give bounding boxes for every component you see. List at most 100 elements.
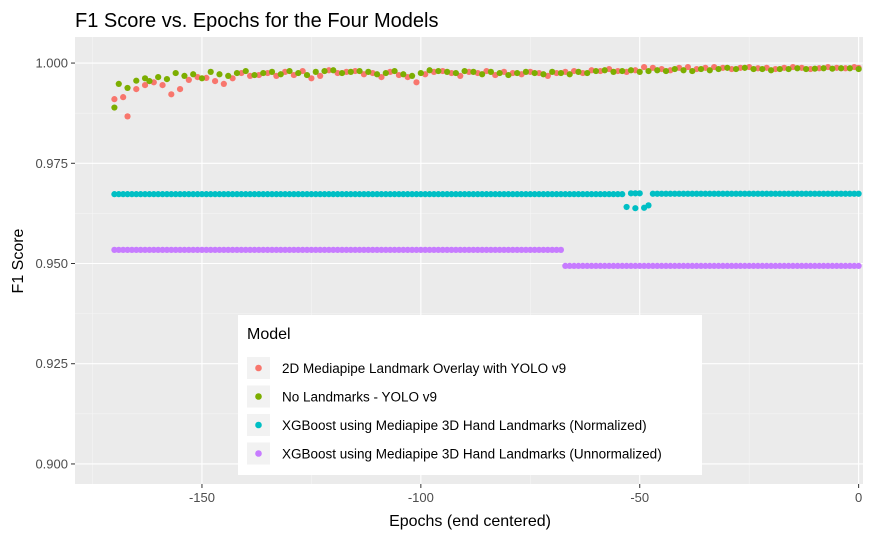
data-point-series-2 <box>382 69 389 77</box>
data-point-series-4 <box>211 246 219 253</box>
data-point-series-3 <box>807 190 814 197</box>
legend-items: 2D Mediapipe Landmark Overlay with YOLO … <box>247 357 662 465</box>
data-point-series-3 <box>570 191 578 198</box>
data-point-series-2 <box>356 67 363 75</box>
data-point-series-4 <box>531 246 538 253</box>
data-point-series-3 <box>601 191 608 198</box>
data-point-series-3 <box>610 191 617 198</box>
data-point-series-4 <box>772 262 779 270</box>
legend-label: 2D Mediapipe Landmark Overlay with YOLO … <box>282 361 566 376</box>
data-point-series-3 <box>312 191 319 198</box>
data-point-series-4 <box>391 246 398 253</box>
data-point-series-2 <box>776 65 783 73</box>
data-point-series-3 <box>216 191 223 198</box>
data-point-series-4 <box>181 246 188 253</box>
data-point-series-2 <box>321 67 328 75</box>
data-point-series-4 <box>360 246 368 253</box>
data-point-series-3 <box>667 190 674 197</box>
data-point-series-4 <box>465 246 473 253</box>
data-point-series-3 <box>798 190 805 197</box>
data-point-series-3 <box>190 191 197 198</box>
data-point-series-4 <box>702 262 709 270</box>
legend-title: Model <box>247 326 291 343</box>
data-point-series-4 <box>649 262 656 270</box>
data-point-series-4 <box>833 262 840 270</box>
data-point-series-4 <box>785 262 792 270</box>
data-point-series-4 <box>387 246 394 253</box>
data-point-series-3 <box>238 191 245 198</box>
data-point-series-4 <box>365 246 372 253</box>
data-point-series-4 <box>133 246 140 253</box>
data-point-series-3 <box>772 190 779 197</box>
legend-label: No Landmarks - YOLO v9 <box>282 390 437 405</box>
data-point-series-4 <box>562 262 569 270</box>
data-point-series-3 <box>194 191 201 198</box>
data-point-series-2 <box>627 67 635 74</box>
data-point-series-3 <box>299 191 306 198</box>
data-point-series-3 <box>330 191 337 198</box>
data-point-series-4 <box>781 262 788 270</box>
data-point-series-4 <box>601 262 608 270</box>
data-point-series-3 <box>203 191 210 198</box>
data-point-series-4 <box>527 246 534 253</box>
data-point-series-3 <box>645 202 652 209</box>
data-point-series-3 <box>732 190 740 197</box>
data-point-series-3 <box>767 190 775 197</box>
data-point-series-2 <box>163 75 171 83</box>
data-point-series-4 <box>496 246 503 253</box>
data-point-series-4 <box>255 246 262 253</box>
data-point-series-1 <box>684 63 691 71</box>
data-point-series-1 <box>176 86 184 93</box>
data-point-series-3 <box>579 191 586 198</box>
data-point-series-2 <box>155 73 162 81</box>
data-point-series-2 <box>347 68 354 75</box>
data-point-series-4 <box>680 262 687 270</box>
data-point-series-3 <box>391 191 398 198</box>
data-points <box>111 63 862 270</box>
data-point-series-3 <box>115 191 122 198</box>
data-point-series-4 <box>851 262 858 270</box>
data-point-series-3 <box>124 191 131 198</box>
data-point-series-3 <box>781 190 788 197</box>
data-point-series-3 <box>846 190 853 197</box>
data-point-series-3 <box>150 191 157 198</box>
data-point-series-2 <box>277 71 284 78</box>
data-point-series-4 <box>535 246 543 253</box>
data-point-series-3 <box>518 191 525 198</box>
data-point-series-2 <box>207 68 214 75</box>
data-point-series-3 <box>255 191 262 198</box>
data-point-series-3 <box>785 190 792 197</box>
data-point-series-3 <box>408 191 416 198</box>
data-point-series-3 <box>395 191 403 198</box>
data-point-series-1 <box>124 113 131 120</box>
data-point-series-3 <box>479 191 486 198</box>
data-point-series-2 <box>829 65 836 72</box>
data-point-series-4 <box>754 262 762 270</box>
data-point-series-3 <box>855 190 862 197</box>
data-point-series-4 <box>798 262 805 270</box>
data-point-series-4 <box>645 262 652 270</box>
data-point-series-2 <box>715 65 722 73</box>
data-point-series-4 <box>321 246 328 253</box>
data-point-series-4 <box>286 246 293 253</box>
data-point-series-3 <box>282 191 289 198</box>
data-point-series-4 <box>216 246 223 253</box>
data-point-series-4 <box>492 246 499 253</box>
data-point-series-3 <box>820 190 827 197</box>
data-point-series-2 <box>592 67 600 75</box>
data-point-series-4 <box>430 246 438 253</box>
data-point-series-2 <box>759 65 766 73</box>
data-point-series-3 <box>833 190 840 197</box>
data-point-series-1 <box>317 72 324 79</box>
data-point-series-2 <box>417 69 424 77</box>
data-point-series-3 <box>746 190 753 197</box>
data-point-series-3 <box>759 190 766 197</box>
data-point-series-2 <box>242 67 249 75</box>
data-point-series-4 <box>220 246 227 253</box>
data-point-series-4 <box>684 262 691 270</box>
data-point-series-4 <box>728 262 735 270</box>
data-point-series-4 <box>518 246 525 253</box>
data-point-series-3 <box>422 191 429 198</box>
data-point-series-4 <box>190 246 197 253</box>
data-point-series-1 <box>842 65 849 72</box>
